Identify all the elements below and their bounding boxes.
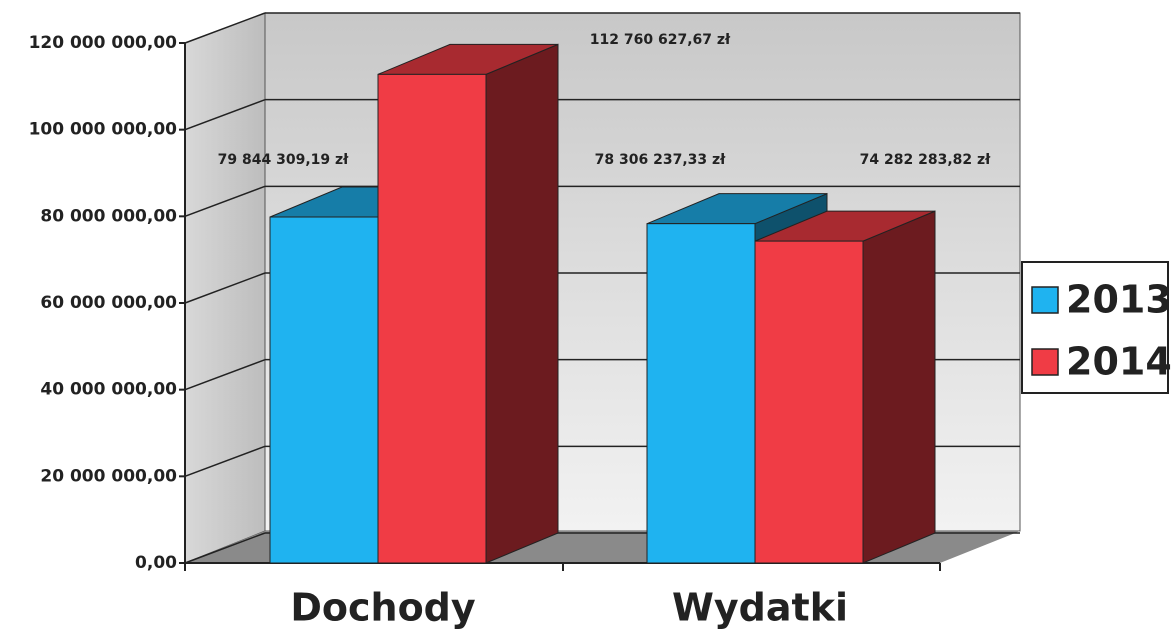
y-tick-label: 0,00: [135, 553, 177, 573]
y-tick-label: 100 000 000,00: [29, 120, 178, 140]
grid-line: [184, 358, 266, 391]
grid-line: [184, 445, 266, 478]
grid-line: [184, 272, 266, 304]
grid-line: [184, 12, 266, 44]
data-label: 79 844 309,19 zł: [218, 152, 350, 168]
bar: [377, 73, 487, 564]
bar-side: [862, 210, 936, 564]
grid-line: [184, 185, 266, 218]
bar: [269, 216, 379, 564]
legend-label: 2013: [1066, 278, 1171, 322]
data-label: 74 282 283,82 zł: [860, 152, 992, 168]
x-tick-label: Wydatki: [672, 586, 848, 630]
y-tick-label: 40 000 000,00: [40, 380, 177, 400]
legend-swatch: [1031, 286, 1059, 314]
bar: [646, 223, 756, 564]
legend-label: 2014: [1066, 340, 1171, 384]
bar: [754, 240, 864, 564]
x-tick-label: Dochody: [290, 586, 476, 630]
y-tick-label: 120 000 000,00: [29, 33, 178, 53]
data-label: 112 760 627,67 zł: [590, 32, 731, 48]
bar-side: [485, 43, 559, 564]
y-tick-label: 20 000 000,00: [40, 466, 177, 486]
grid-line: [184, 98, 266, 131]
data-label: 78 306 237,33 zł: [595, 152, 727, 168]
y-tick-label: 60 000 000,00: [40, 293, 177, 313]
grid-line: [184, 532, 266, 564]
y-tick-label: 80 000 000,00: [40, 206, 177, 226]
legend-swatch: [1031, 348, 1059, 376]
